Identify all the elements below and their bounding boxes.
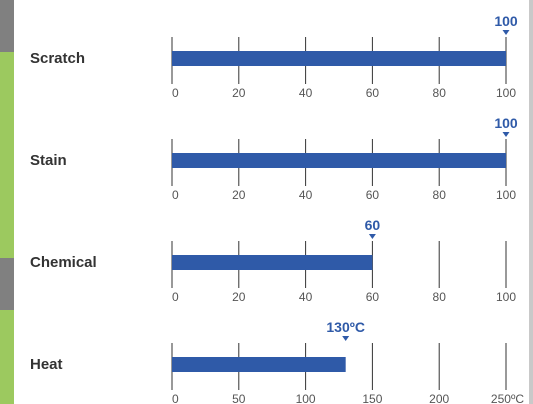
value-marker [502, 30, 510, 35]
tick-label: 100 [296, 392, 316, 404]
category-label: Chemical [30, 254, 97, 271]
tick-label: 0 [172, 86, 179, 100]
tick-label: 80 [433, 290, 447, 304]
tick-label: 40 [299, 290, 313, 304]
tick-label: 250ºC [491, 392, 524, 404]
value-marker [342, 336, 350, 341]
value-marker [368, 234, 376, 239]
tick-label: 100 [496, 86, 516, 100]
tick-label: 150 [362, 392, 382, 404]
tick-label: 60 [366, 86, 380, 100]
tick-label: 40 [299, 188, 313, 202]
left-strip-dark-segment [0, 258, 14, 310]
tick-label: 50 [232, 392, 246, 404]
tick-label: 20 [232, 188, 246, 202]
left-strip-dark-segment [0, 0, 14, 52]
tick-label: 20 [232, 290, 246, 304]
value-label: 60 [365, 217, 381, 233]
bar-scratch [172, 51, 506, 66]
tick-label: 60 [366, 290, 380, 304]
tick-label: 80 [433, 86, 447, 100]
tick-label: 0 [172, 188, 179, 202]
tick-label: 0 [172, 392, 179, 404]
tick-label: 40 [299, 86, 313, 100]
right-decor-strip [529, 0, 533, 404]
category-label: Scratch [30, 50, 85, 67]
tick-label: 0 [172, 290, 179, 304]
tick-label: 100 [496, 290, 516, 304]
value-label: 100 [494, 13, 518, 29]
tick-label: 200 [429, 392, 449, 404]
category-label: Heat [30, 356, 63, 373]
bar-heat [172, 357, 346, 372]
value-marker [502, 132, 510, 137]
tick-label: 100 [496, 188, 516, 202]
category-label: Stain [30, 152, 67, 169]
tick-label: 60 [366, 188, 380, 202]
bar-stain [172, 153, 506, 168]
tick-label: 20 [232, 86, 246, 100]
bar-chemical [172, 255, 373, 270]
value-label: 100 [494, 115, 518, 131]
left-decor-strip [0, 0, 14, 404]
value-label: 130ºC [326, 319, 365, 335]
tick-label: 80 [433, 188, 447, 202]
